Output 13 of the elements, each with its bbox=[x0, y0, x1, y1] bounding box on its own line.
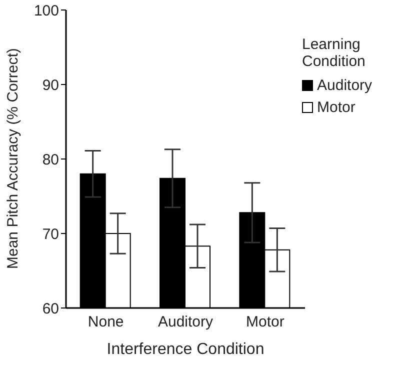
y-tick-label: 70 bbox=[42, 226, 59, 243]
y-tick-label: 60 bbox=[42, 300, 59, 318]
x-tick-label: Auditory bbox=[158, 314, 214, 331]
y-tick-label: 80 bbox=[42, 151, 59, 168]
y-axis-title: Mean Pitch Accuracy (% Correct) bbox=[4, 48, 22, 269]
legend-label: Auditory bbox=[317, 76, 372, 94]
y-tick-label: 100 bbox=[34, 2, 59, 20]
x-tick-label: None bbox=[88, 314, 124, 331]
y-tick-label: 90 bbox=[42, 76, 59, 94]
legend-title: Learning Condition bbox=[302, 36, 366, 70]
legend-label: Motor bbox=[317, 98, 356, 116]
x-tick-label: Motor bbox=[246, 314, 284, 331]
x-axis-title: Interference Condition bbox=[106, 341, 264, 358]
